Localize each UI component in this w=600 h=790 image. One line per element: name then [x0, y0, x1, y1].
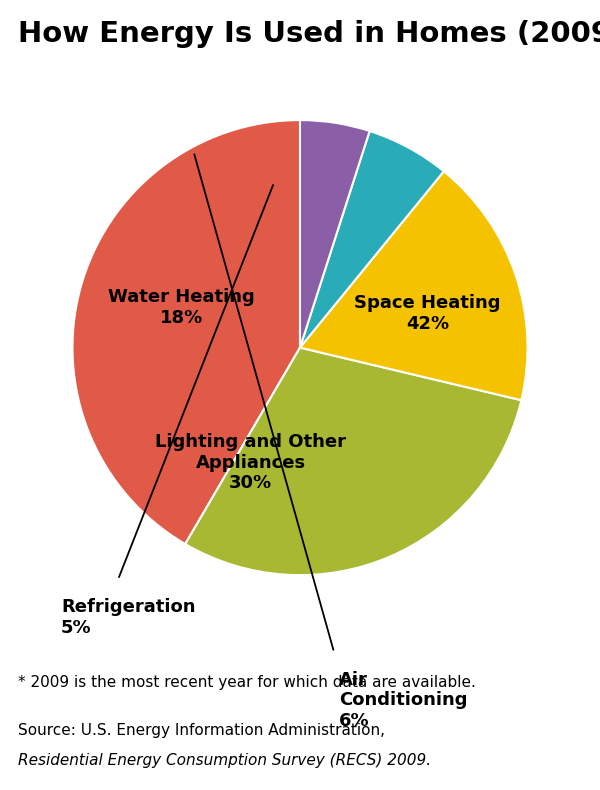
Text: Residential Energy Consumption Survey (RECS) 2009.: Residential Energy Consumption Survey (R… [18, 753, 431, 768]
Text: Space Heating
42%: Space Heating 42% [354, 294, 500, 333]
Text: Refrigeration
5%: Refrigeration 5% [61, 598, 196, 637]
Wedge shape [300, 120, 370, 348]
Wedge shape [300, 131, 444, 348]
Text: How Energy Is Used in Homes (2009)*: How Energy Is Used in Homes (2009)* [18, 20, 600, 47]
Text: Lighting and Other
Appliances
30%: Lighting and Other Appliances 30% [155, 433, 346, 492]
Wedge shape [185, 348, 521, 575]
Wedge shape [300, 171, 527, 401]
Text: Source: U.S. Energy Information Administration,: Source: U.S. Energy Information Administ… [18, 723, 390, 738]
Text: Water Heating
18%: Water Heating 18% [108, 288, 255, 327]
Wedge shape [73, 120, 300, 544]
Text: * 2009 is the most recent year for which data are available.: * 2009 is the most recent year for which… [18, 675, 476, 690]
Text: Air
Conditioning
6%: Air Conditioning 6% [338, 671, 467, 730]
